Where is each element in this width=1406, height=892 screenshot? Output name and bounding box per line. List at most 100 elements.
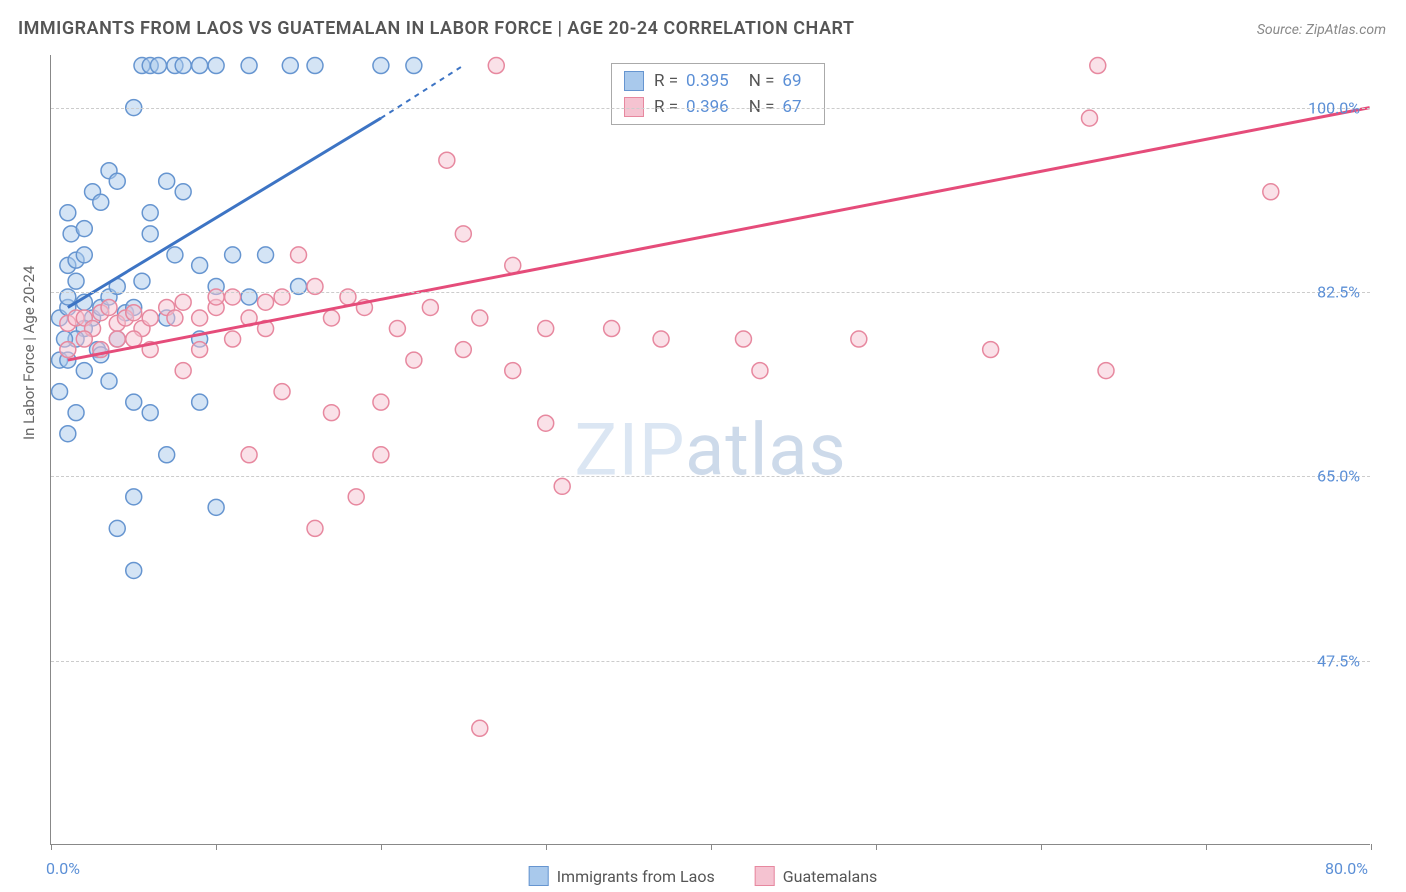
- data-point-guat: [373, 447, 389, 463]
- data-point-laos: [60, 205, 76, 221]
- data-point-guat: [455, 226, 471, 242]
- data-point-laos: [76, 247, 92, 263]
- data-point-guat: [752, 363, 768, 379]
- data-point-guat: [472, 310, 488, 326]
- data-point-laos: [208, 499, 224, 515]
- x-tick: [1041, 844, 1042, 850]
- correlation-legend: R =0.395N =69R =0.396N =67: [611, 63, 825, 125]
- stat-n-value: 69: [782, 68, 801, 94]
- data-point-guat: [439, 152, 455, 168]
- x-tick: [546, 844, 547, 850]
- data-point-guat: [175, 363, 191, 379]
- data-point-guat: [76, 331, 92, 347]
- data-point-laos: [76, 363, 92, 379]
- x-tick: [876, 844, 877, 850]
- data-point-guat: [225, 331, 241, 347]
- data-point-guat: [307, 520, 323, 536]
- legend-swatch: [529, 866, 549, 886]
- data-point-guat: [126, 331, 142, 347]
- data-point-guat: [192, 342, 208, 358]
- data-point-laos: [175, 184, 191, 200]
- legend-label: Guatemalans: [783, 867, 878, 886]
- data-point-laos: [241, 58, 257, 74]
- data-point-guat: [983, 342, 999, 358]
- bottom-legend: Immigrants from Laos Guatemalans: [529, 866, 878, 886]
- data-point-laos: [192, 257, 208, 273]
- data-point-guat: [1090, 58, 1106, 74]
- legend-label: Immigrants from Laos: [557, 867, 715, 886]
- data-point-laos: [52, 384, 68, 400]
- x-tick: [1371, 844, 1372, 850]
- plot-area: ZIPatlas R =0.395N =69R =0.396N =67 47.5…: [50, 55, 1370, 845]
- source-attribution: Source: ZipAtlas.com: [1257, 22, 1386, 38]
- x-tick: [381, 844, 382, 850]
- x-axis-max-label: 80.0%: [1325, 859, 1368, 878]
- data-point-laos: [225, 247, 241, 263]
- data-point-laos: [406, 58, 422, 74]
- stat-r-label: R =: [654, 68, 678, 94]
- data-point-laos: [93, 194, 109, 210]
- stat-r-value: 0.395: [686, 68, 729, 94]
- data-point-laos: [150, 58, 166, 74]
- data-point-laos: [126, 394, 142, 410]
- correlation-row: R = 0.395 N = 69: [624, 68, 812, 94]
- data-point-guat: [373, 394, 389, 410]
- y-tick-label: 100.0%: [1308, 98, 1360, 117]
- data-point-guat: [192, 310, 208, 326]
- grid-line: [51, 292, 1370, 293]
- data-point-guat: [291, 247, 307, 263]
- data-point-guat: [274, 384, 290, 400]
- data-point-laos: [159, 447, 175, 463]
- legend-swatch: [755, 866, 775, 886]
- data-point-laos: [101, 373, 117, 389]
- data-point-laos: [142, 205, 158, 221]
- data-point-guat: [406, 352, 422, 368]
- data-point-laos: [68, 405, 84, 421]
- data-point-guat: [323, 310, 339, 326]
- data-point-laos: [307, 58, 323, 74]
- data-point-laos: [167, 247, 183, 263]
- data-point-guat: [422, 299, 438, 315]
- data-point-laos: [68, 273, 84, 289]
- data-point-guat: [258, 294, 274, 310]
- data-point-guat: [538, 415, 554, 431]
- data-point-guat: [389, 321, 405, 337]
- data-point-guat: [505, 257, 521, 273]
- data-point-guat: [1263, 184, 1279, 200]
- data-point-guat: [653, 331, 669, 347]
- data-point-laos: [76, 221, 92, 237]
- data-point-guat: [505, 363, 521, 379]
- x-tick: [711, 844, 712, 850]
- data-point-guat: [175, 294, 191, 310]
- data-point-guat: [554, 478, 570, 494]
- legend-swatch: [624, 71, 644, 91]
- chart-title: IMMIGRANTS FROM LAOS VS GUATEMALAN IN LA…: [18, 18, 854, 39]
- x-tick: [1206, 844, 1207, 850]
- data-point-guat: [241, 447, 257, 463]
- data-point-guat: [348, 489, 364, 505]
- stat-n-label: N =: [749, 68, 775, 94]
- data-point-laos: [134, 273, 150, 289]
- data-point-guat: [142, 310, 158, 326]
- data-point-laos: [60, 426, 76, 442]
- data-point-laos: [208, 58, 224, 74]
- x-axis-min-label: 0.0%: [46, 859, 80, 878]
- data-point-guat: [60, 342, 76, 358]
- x-tick: [216, 844, 217, 850]
- data-point-guat: [1098, 363, 1114, 379]
- data-point-guat: [604, 321, 620, 337]
- scatter-svg: [51, 55, 1370, 844]
- legend-item: Immigrants from Laos: [529, 866, 715, 886]
- data-point-laos: [142, 405, 158, 421]
- data-point-guat: [488, 58, 504, 74]
- y-axis-title: In Labor Force | Age 20-24: [20, 266, 38, 440]
- data-point-laos: [126, 562, 142, 578]
- data-point-guat: [851, 331, 867, 347]
- trend-line-dashed-laos: [381, 66, 463, 119]
- data-point-laos: [109, 520, 125, 536]
- data-point-guat: [126, 305, 142, 321]
- y-tick-label: 82.5%: [1317, 283, 1360, 302]
- data-point-guat: [735, 331, 751, 347]
- data-point-laos: [159, 173, 175, 189]
- data-point-laos: [282, 58, 298, 74]
